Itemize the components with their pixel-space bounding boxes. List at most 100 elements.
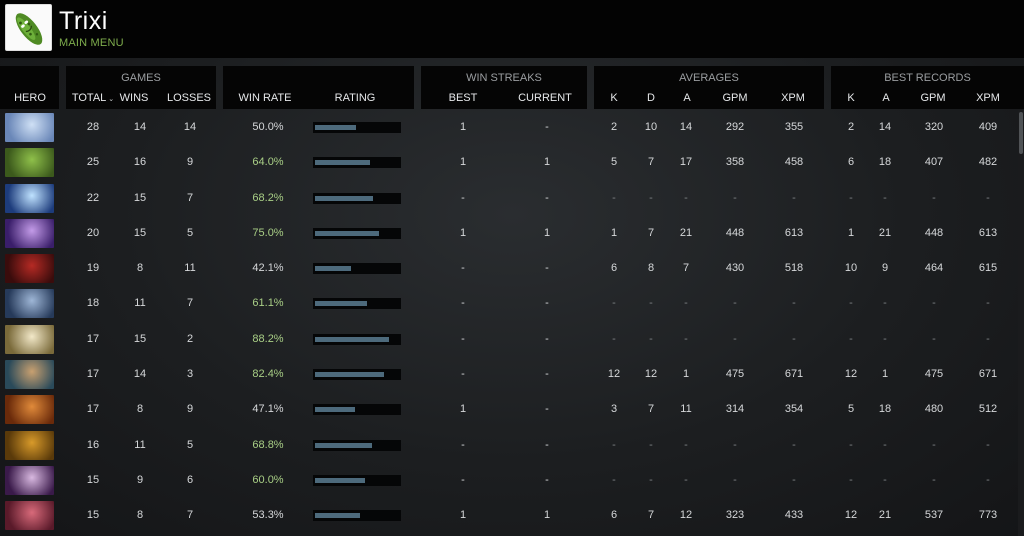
hero-stats-table: 28 14 14 50.0% 1-2 10 14 292 355 2 14 320 409 25 16 9 64…: [0, 110, 1024, 534]
table-row[interactable]: 17 15 2 88.2% - - - - - - - - - - -: [0, 322, 1024, 357]
col-losses[interactable]: LOSSES: [166, 92, 212, 104]
current-streak-cell: -: [545, 473, 549, 486]
win-rate-cell: 50.0%: [252, 121, 284, 133]
table-row[interactable]: 15 9 6 60.0% - - - - - - - - - - -: [0, 463, 1024, 498]
total-cell: 18: [86, 297, 100, 310]
scrollbar[interactable]: [1018, 110, 1024, 536]
table-row[interactable]: 22 15 7 68.2% - - - - - - - - - - -: [0, 181, 1024, 216]
col-rec-k[interactable]: K: [847, 92, 855, 104]
total-cell: 28: [86, 121, 100, 133]
avg-gpm-cell: 292: [725, 121, 745, 133]
rec-a-cell: -: [883, 332, 887, 345]
col-total[interactable]: TOTAL ⌄: [72, 92, 114, 104]
table-row[interactable]: 28 14 14 50.0% 1 - 2 10 14 292 355 2 14 320 409: [0, 110, 1024, 145]
rec-gpm-cell: -: [932, 297, 936, 310]
keeper-of-the-light-icon[interactable]: [5, 324, 54, 354]
rec-gpm-cell: -: [932, 438, 936, 451]
ogre-magi-icon[interactable]: [5, 395, 54, 425]
rec-k-cell: -: [849, 473, 853, 486]
avg-d-cell: 7: [647, 403, 655, 416]
rating-bar-fill: [315, 336, 389, 342]
rating-bar-fill: [315, 407, 355, 413]
rec-xpm-cell: 482: [978, 156, 998, 169]
total-cell: 16: [86, 438, 100, 451]
win-rate-cell: 88.2%: [252, 332, 284, 345]
col-best[interactable]: BEST: [448, 92, 478, 104]
rec-xpm-cell: -: [986, 438, 990, 451]
table-row[interactable]: 15 8 7 53.3% 1 1 6 7 12 323 433 12 21 537 773: [0, 498, 1024, 533]
total-cell: 15: [86, 473, 100, 486]
rec-gpm-cell: 464: [924, 262, 944, 275]
col-avg-d[interactable]: D: [647, 92, 655, 104]
col-total-label: TOTAL: [71, 92, 107, 104]
bounty-hunter-icon[interactable]: [5, 430, 54, 460]
best-streak-cell: 1: [459, 509, 467, 522]
rec-xpm-cell: 671: [978, 368, 998, 381]
rating-bar-fill: [315, 230, 379, 236]
current-streak-cell: 1: [543, 226, 551, 239]
col-avg-xpm[interactable]: XPM: [781, 92, 805, 104]
table-row[interactable]: 17 8 9 47.1% 1 - 3 7 11 314 354 5 18 480 512: [0, 392, 1024, 427]
win-rate-cell: 53.3%: [252, 509, 284, 522]
col-wins[interactable]: WINS: [119, 92, 149, 104]
col-rec-gpm[interactable]: GPM: [920, 92, 946, 104]
avg-d-cell: -: [649, 191, 653, 204]
col-avg-gpm[interactable]: GPM: [722, 92, 748, 104]
rec-a-cell: -: [883, 438, 887, 451]
avg-a-cell: 7: [682, 262, 690, 275]
current-streak-cell: -: [545, 262, 549, 275]
wins-cell: 14: [133, 121, 147, 133]
rating-bar: [313, 157, 401, 169]
drow-ranger-icon[interactable]: [5, 289, 54, 319]
rating-bar-fill: [315, 125, 356, 130]
rec-k-cell: 12: [844, 509, 858, 522]
table-row[interactable]: 18 11 7 61.1% - - - - - - - - - - -: [0, 286, 1024, 321]
rubick-icon[interactable]: [5, 148, 54, 178]
spectre-icon[interactable]: [5, 218, 54, 248]
table-row[interactable]: 16 11 5 68.8% - - - - - - - - - - -: [0, 428, 1024, 463]
best-streak-cell: -: [461, 262, 465, 275]
col-current[interactable]: CURRENT: [518, 92, 572, 104]
best-streak-cell: -: [461, 368, 465, 381]
pickle-icon: [6, 5, 51, 50]
avg-xpm-cell: -: [792, 438, 796, 451]
avg-xpm-cell: -: [792, 297, 796, 310]
col-rec-a[interactable]: A: [882, 92, 890, 104]
avg-k-cell: 5: [610, 156, 618, 169]
table-row[interactable]: 17 14 3 82.4% - - 12 12 1 475 671 12 1 475 671: [0, 357, 1024, 392]
shadow-demon-icon[interactable]: [5, 254, 54, 284]
avatar[interactable]: [5, 4, 52, 51]
avg-a-cell: -: [684, 191, 688, 204]
avg-d-cell: 7: [647, 156, 655, 169]
col-win-rate[interactable]: WIN RATE: [238, 92, 292, 104]
avg-d-cell: 7: [647, 226, 655, 239]
table-row[interactable]: 25 16 9 64.0% 1 1 5 7 17 358 458 6 18 407 482: [0, 145, 1024, 180]
queen-of-pain-icon[interactable]: [5, 501, 54, 531]
scroll-thumb[interactable]: [1019, 112, 1023, 154]
col-rating[interactable]: RATING: [334, 92, 376, 104]
current-streak-cell: -: [545, 121, 549, 133]
sniper-icon[interactable]: [5, 360, 54, 390]
col-hero[interactable]: HERO: [14, 92, 46, 104]
rec-k-cell: 6: [847, 156, 855, 169]
wisp-icon[interactable]: [5, 183, 54, 213]
rating-bar: [313, 298, 401, 310]
table-row[interactable]: 19 8 11 42.1% - - 6 8 7 430 518 10 9 464 615: [0, 251, 1024, 286]
main-menu-link[interactable]: MAIN MENU: [59, 37, 124, 49]
losses-cell: 6: [186, 473, 194, 486]
best-streak-cell: -: [461, 438, 465, 451]
templar-assassin-icon[interactable]: [5, 465, 54, 495]
col-avg-k[interactable]: K: [610, 92, 618, 104]
crystal-maiden-icon[interactable]: [5, 113, 54, 142]
col-rec-xpm[interactable]: XPM: [976, 92, 1000, 104]
losses-cell: 7: [186, 509, 194, 522]
player-name: Trixi: [59, 7, 108, 35]
avg-k-cell: -: [612, 297, 616, 310]
rec-xpm-cell: -: [986, 332, 990, 345]
table-row[interactable]: 20 15 5 75.0% 1 1 1 7 21 448 613 1 21 448 613: [0, 216, 1024, 251]
rec-k-cell: 5: [847, 403, 855, 416]
avg-k-cell: 1: [610, 226, 618, 239]
rec-gpm-cell: 407: [924, 156, 944, 169]
avg-k-cell: 3: [610, 403, 618, 416]
col-avg-a[interactable]: A: [683, 92, 691, 104]
